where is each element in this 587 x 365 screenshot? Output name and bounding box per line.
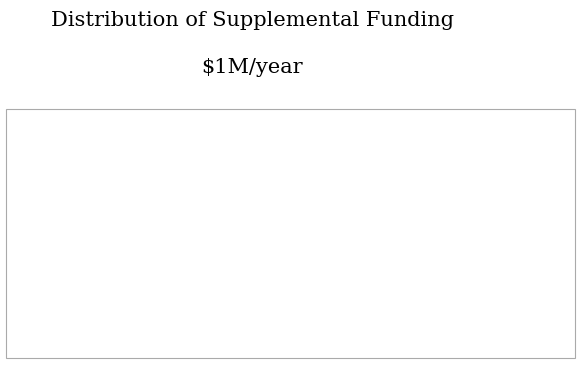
- Wedge shape: [68, 134, 258, 333]
- Text: $1M/year: $1M/year: [201, 58, 303, 77]
- Text: 10.5%: 10.5%: [94, 175, 146, 189]
- Text: 16.0%: 16.0%: [68, 220, 120, 235]
- Text: 68.5%: 68.5%: [187, 262, 238, 276]
- Wedge shape: [76, 139, 158, 234]
- Wedge shape: [59, 178, 158, 273]
- Wedge shape: [128, 134, 158, 234]
- Text: Distribution of Supplemental Funding: Distribution of Supplemental Funding: [51, 11, 454, 30]
- Legend: Academic Support, Staff, M&O, Orientation: Academic Support, Staff, M&O, Orientatio…: [302, 194, 448, 273]
- Text: 5.0%: 5.0%: [128, 163, 169, 177]
